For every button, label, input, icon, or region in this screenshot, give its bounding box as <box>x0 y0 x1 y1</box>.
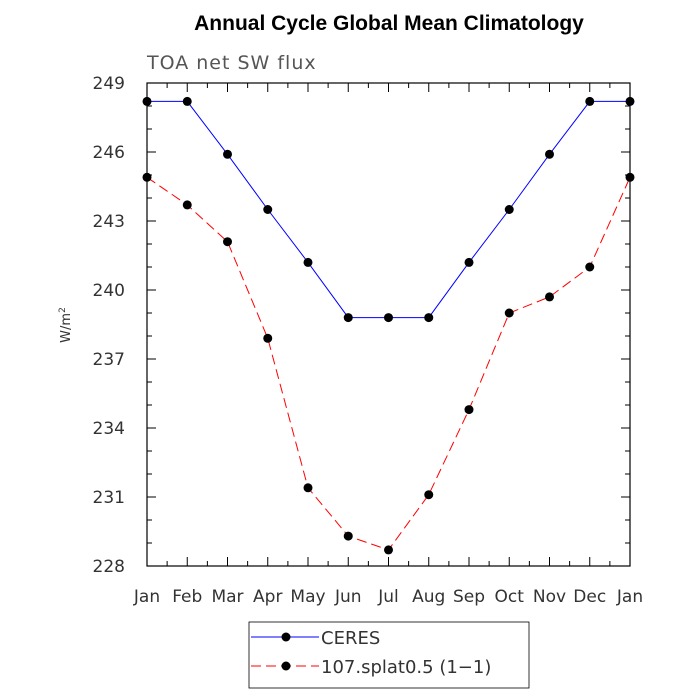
x-tick-label: May <box>290 587 325 607</box>
chart-title: Annual Cycle Global Mean Climatology <box>194 12 584 35</box>
point-model <box>303 483 313 493</box>
point-ceres <box>384 313 393 323</box>
point-model <box>343 531 353 541</box>
point-ceres <box>585 96 595 106</box>
x-tick-label: Jan <box>616 587 643 607</box>
point-model <box>384 545 393 555</box>
point-model <box>263 333 273 343</box>
x-tick-label: Nov <box>533 587 566 607</box>
axis-tick-labels: Jan Feb Mar Apr May Jun Jul Aug Sep Oct Nov Dec Jan 2… <box>93 74 644 607</box>
chart-subtitle: TOA net SW flux <box>146 52 317 74</box>
point-ceres <box>464 257 474 267</box>
y-tick-label: 246 <box>93 143 125 163</box>
point-model <box>545 292 554 302</box>
point-ceres <box>263 205 273 214</box>
series-line-model <box>146 176 631 551</box>
series-lines <box>146 100 631 551</box>
plot-frame <box>146 82 631 567</box>
point-ceres <box>545 149 554 159</box>
y-tick-label: 249 <box>93 74 125 94</box>
svg-text:W/m2: W/m2 <box>58 307 74 343</box>
legend-label-ceres: CERES <box>321 628 380 649</box>
legend-marker-ceres <box>281 632 291 642</box>
x-tick-label: Feb <box>172 587 202 607</box>
legend-label-model: 107.splat0.5 (1−1) <box>321 657 491 678</box>
x-tick-label: Dec <box>573 587 606 607</box>
point-ceres <box>303 257 313 267</box>
point-model <box>504 308 514 318</box>
legend-marker-model <box>281 661 291 671</box>
x-tick-label: Jun <box>334 587 362 607</box>
point-ceres <box>182 96 192 106</box>
x-tick-label: Jan <box>133 587 160 607</box>
legend-box <box>248 621 530 689</box>
x-tick-label: Apr <box>253 587 282 607</box>
y-axis-label-superscript: 2 <box>58 307 68 313</box>
point-model <box>182 200 192 210</box>
y-tick-label: 234 <box>93 419 125 439</box>
y-tick-label: 231 <box>93 488 125 508</box>
legend: CERES 107.splat0.5 (1−1) <box>248 621 530 689</box>
series-line-ceres <box>147 100 630 319</box>
y-tick-label: 243 <box>93 212 125 232</box>
point-model <box>223 237 232 247</box>
x-tick-label: Oct <box>495 587 525 607</box>
y-tick-label: 228 <box>93 557 125 577</box>
point-ceres <box>142 96 152 106</box>
point-model <box>464 405 474 415</box>
point-model <box>424 490 434 500</box>
x-tick-label: Aug <box>412 587 445 607</box>
y-tick-label: 237 <box>93 350 125 370</box>
point-model <box>585 262 595 272</box>
y-axis-label: W/m2 <box>58 307 74 343</box>
point-ceres <box>625 96 635 106</box>
point-ceres <box>343 313 353 323</box>
point-model <box>142 172 152 182</box>
y-tick-label: 240 <box>93 281 125 301</box>
point-model <box>625 172 635 182</box>
x-tick-label: Jul <box>377 587 399 607</box>
x-tick-label: Mar <box>211 587 243 607</box>
point-ceres <box>424 313 434 323</box>
axis-ticks <box>146 82 631 567</box>
point-ceres <box>223 149 232 159</box>
x-tick-label: Sep <box>453 587 485 607</box>
y-axis-label-text: W/m <box>59 313 74 343</box>
series-points <box>142 96 635 555</box>
point-ceres <box>504 205 514 214</box>
